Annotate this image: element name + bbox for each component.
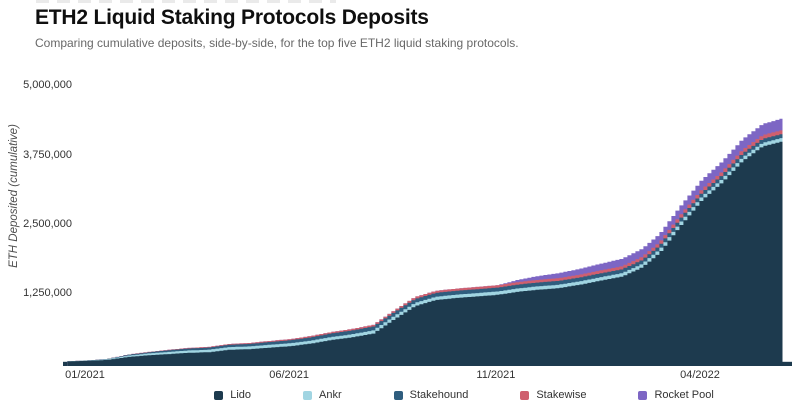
legend-item-stakehound: Stakehound (393, 389, 469, 401)
legend-label-stakehound: Stakehound (409, 389, 469, 401)
x-tick-label: 06/2021 (269, 369, 309, 381)
legend-label-rocket_pool: Rocket Pool (654, 389, 714, 401)
legend-swatch-rocket_pool (638, 390, 648, 400)
y-tick-label: 3,750,000 (23, 148, 72, 161)
legend-item-rocket_pool: Rocket Pool (638, 389, 714, 401)
legend-swatch-stakewise (520, 390, 530, 400)
legend-item-ankr: Ankr (303, 389, 342, 401)
x-tick-label: 01/2021 (65, 369, 105, 381)
y-tick-label: 2,500,000 (23, 217, 72, 230)
x-tick-label: 04/2022 (680, 369, 720, 381)
legend-swatch-ankr (303, 390, 312, 400)
legend-label-ankr: Ankr (319, 389, 342, 401)
y-axis-tick-labels: 1,250,000 2,500,000 3,750,000 5,000,000 (0, 0, 76, 413)
legend-label-stakewise: Stakewise (536, 389, 587, 401)
y-tick-label: 5,000,000 (23, 79, 72, 92)
legend-item-lido: Lido (214, 389, 251, 401)
chart-title: ETH2 Liquid Staking Protocols Deposits (35, 6, 429, 29)
legend-label-lido: Lido (230, 389, 251, 401)
legend: Lido Ankr Stakehound Stakewise Rocket Pool (64, 389, 800, 401)
legend-swatch-stakehound (393, 390, 403, 400)
chart-subtitle: Comparing cumulative deposits, side-by-s… (35, 36, 519, 50)
legend-item-stakewise: Stakewise (520, 389, 586, 401)
x-tick-label: 11/2021 (476, 369, 516, 381)
legend-swatch-lido (214, 390, 224, 400)
cropped-text-remnant (36, 0, 336, 3)
y-tick-label: 1,250,000 (23, 287, 72, 300)
area-lido (67, 140, 783, 366)
